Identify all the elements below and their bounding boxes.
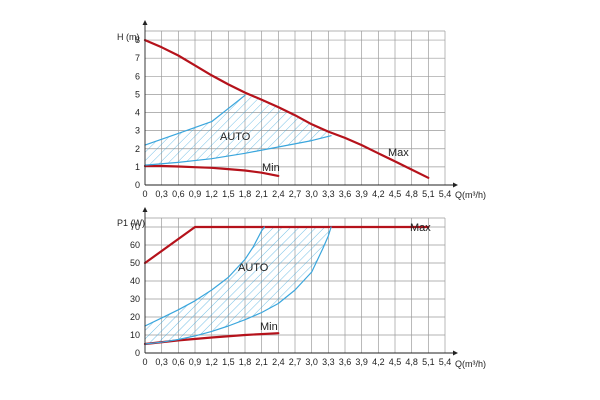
y-tick-label: 4 xyxy=(135,108,140,118)
head-auto-zone xyxy=(145,95,332,166)
x-tick-label: 5,1 xyxy=(422,189,435,199)
power-max-label: Max xyxy=(410,222,431,234)
curve-auto-lower xyxy=(144,135,332,166)
x-tick-label: 3,3 xyxy=(322,189,335,199)
y-tick-label: 20 xyxy=(130,312,140,322)
x-tick-label: 3,9 xyxy=(355,357,368,367)
x-tick-label: 0,6 xyxy=(172,357,185,367)
power-chart-tick-labels: 0 0,3 0,6 0,9 1,2 1,5 1,8 2,1 2,4 2,7 3,0 3,3 3,6 3,9… xyxy=(130,222,451,367)
head-max-label: Max xyxy=(388,147,409,159)
x-tick-label: 4,5 xyxy=(389,357,402,367)
power-auto-label: AUTO xyxy=(238,262,269,274)
x-tick-label: 0,3 xyxy=(155,189,168,199)
y-tick-label: 3 xyxy=(135,126,140,136)
head-flow-chart: 0 0,3 0,6 0,9 1,2 1,5 1,8 2,1 2,4 2,7 3,0 3,3 3,6 3,9… xyxy=(117,20,486,200)
x-tick-label: 3,0 xyxy=(305,189,318,199)
x-tick-label: 0 xyxy=(142,189,147,199)
x-tick-label: 0,9 xyxy=(189,189,202,199)
x-tick-label: 3,0 xyxy=(305,357,318,367)
curve-max xyxy=(143,38,430,179)
head-chart-series xyxy=(143,38,430,179)
x-tick-label: 3,3 xyxy=(322,357,335,367)
x-tick-label: 4,2 xyxy=(372,189,385,199)
x-tick-label: 0 xyxy=(142,357,147,367)
x-tick-label: 1,8 xyxy=(239,189,252,199)
y-tick-label: 40 xyxy=(130,276,140,286)
y-tick-label: 1 xyxy=(135,162,140,172)
curve-auto-upper xyxy=(144,94,246,146)
power-auto-zone xyxy=(145,227,332,344)
x-tick-label: 0,6 xyxy=(172,189,185,199)
y-tick-label: 70 xyxy=(130,222,140,232)
curve-auto-upper xyxy=(144,226,265,327)
curve-auto-lower xyxy=(144,226,332,345)
y-tick-label: 30 xyxy=(130,294,140,304)
y-axis-arrow xyxy=(142,207,148,212)
x-tick-label: 0,9 xyxy=(189,357,202,367)
head-chart-grid xyxy=(145,30,446,185)
y-tick-label: 6 xyxy=(135,71,140,81)
x-tick-label: 4,8 xyxy=(405,189,418,199)
y-tick-label: 0 xyxy=(135,180,140,190)
x-tick-label: 3,6 xyxy=(339,189,352,199)
x-tick-label: 1,2 xyxy=(205,189,218,199)
y-tick-label: 10 xyxy=(130,330,140,340)
head-x-axis-label: Q(m³/h) xyxy=(455,190,486,200)
y-axis-arrow xyxy=(142,20,148,25)
curve-min xyxy=(143,164,280,177)
x-tick-label: 2,4 xyxy=(272,357,285,367)
power-chart-series xyxy=(143,225,430,346)
power-y-axis-label: P1 (W) xyxy=(117,218,145,228)
power-min-label: Min xyxy=(260,321,278,333)
x-tick-label: 2,4 xyxy=(272,189,285,199)
x-axis-arrow xyxy=(453,182,458,188)
y-tick-label: 8 xyxy=(135,35,140,45)
head-min-label: Min xyxy=(262,162,280,174)
head-y-axis-label: H (m) xyxy=(117,32,140,42)
x-tick-label: 1,8 xyxy=(239,357,252,367)
x-tick-label: 5,4 xyxy=(439,189,452,199)
head-auto-label: AUTO xyxy=(220,131,251,143)
x-tick-label: 2,1 xyxy=(255,189,268,199)
x-tick-label: 2,1 xyxy=(255,357,268,367)
y-tick-label: 0 xyxy=(135,348,140,358)
head-chart-axes xyxy=(142,20,458,188)
y-tick-label: 60 xyxy=(130,240,140,250)
head-chart-tick-labels: 0 0,3 0,6 0,9 1,2 1,5 1,8 2,1 2,4 2,7 3,0 3,3 3,6 3,9… xyxy=(135,35,451,199)
y-tick-label: 5 xyxy=(135,89,140,99)
x-tick-label: 4,8 xyxy=(405,357,418,367)
x-tick-label: 5,4 xyxy=(439,357,452,367)
y-tick-label: 7 xyxy=(135,53,140,63)
x-tick-label: 1,2 xyxy=(205,357,218,367)
y-tick-label: 2 xyxy=(135,144,140,154)
x-tick-label: 1,5 xyxy=(222,189,235,199)
x-tick-label: 3,9 xyxy=(355,189,368,199)
y-tick-label: 50 xyxy=(130,258,140,268)
x-tick-label: 0,3 xyxy=(155,357,168,367)
x-tick-label: 4,2 xyxy=(372,357,385,367)
x-tick-label: 4,5 xyxy=(389,189,402,199)
curve-max xyxy=(143,225,430,265)
x-tick-label: 5,1 xyxy=(422,357,435,367)
x-tick-label: 1,5 xyxy=(222,357,235,367)
x-tick-label: 2,7 xyxy=(289,357,302,367)
power-flow-chart: 0 0,3 0,6 0,9 1,2 1,5 1,8 2,1 2,4 2,7 3,0 3,3 3,6 3,9… xyxy=(117,207,486,369)
x-tick-label: 2,7 xyxy=(289,189,302,199)
power-chart-axes xyxy=(142,207,458,356)
power-x-axis-label: Q(m³/h) xyxy=(455,359,486,369)
x-tick-label: 3,6 xyxy=(339,357,352,367)
x-axis-arrow xyxy=(453,350,458,356)
